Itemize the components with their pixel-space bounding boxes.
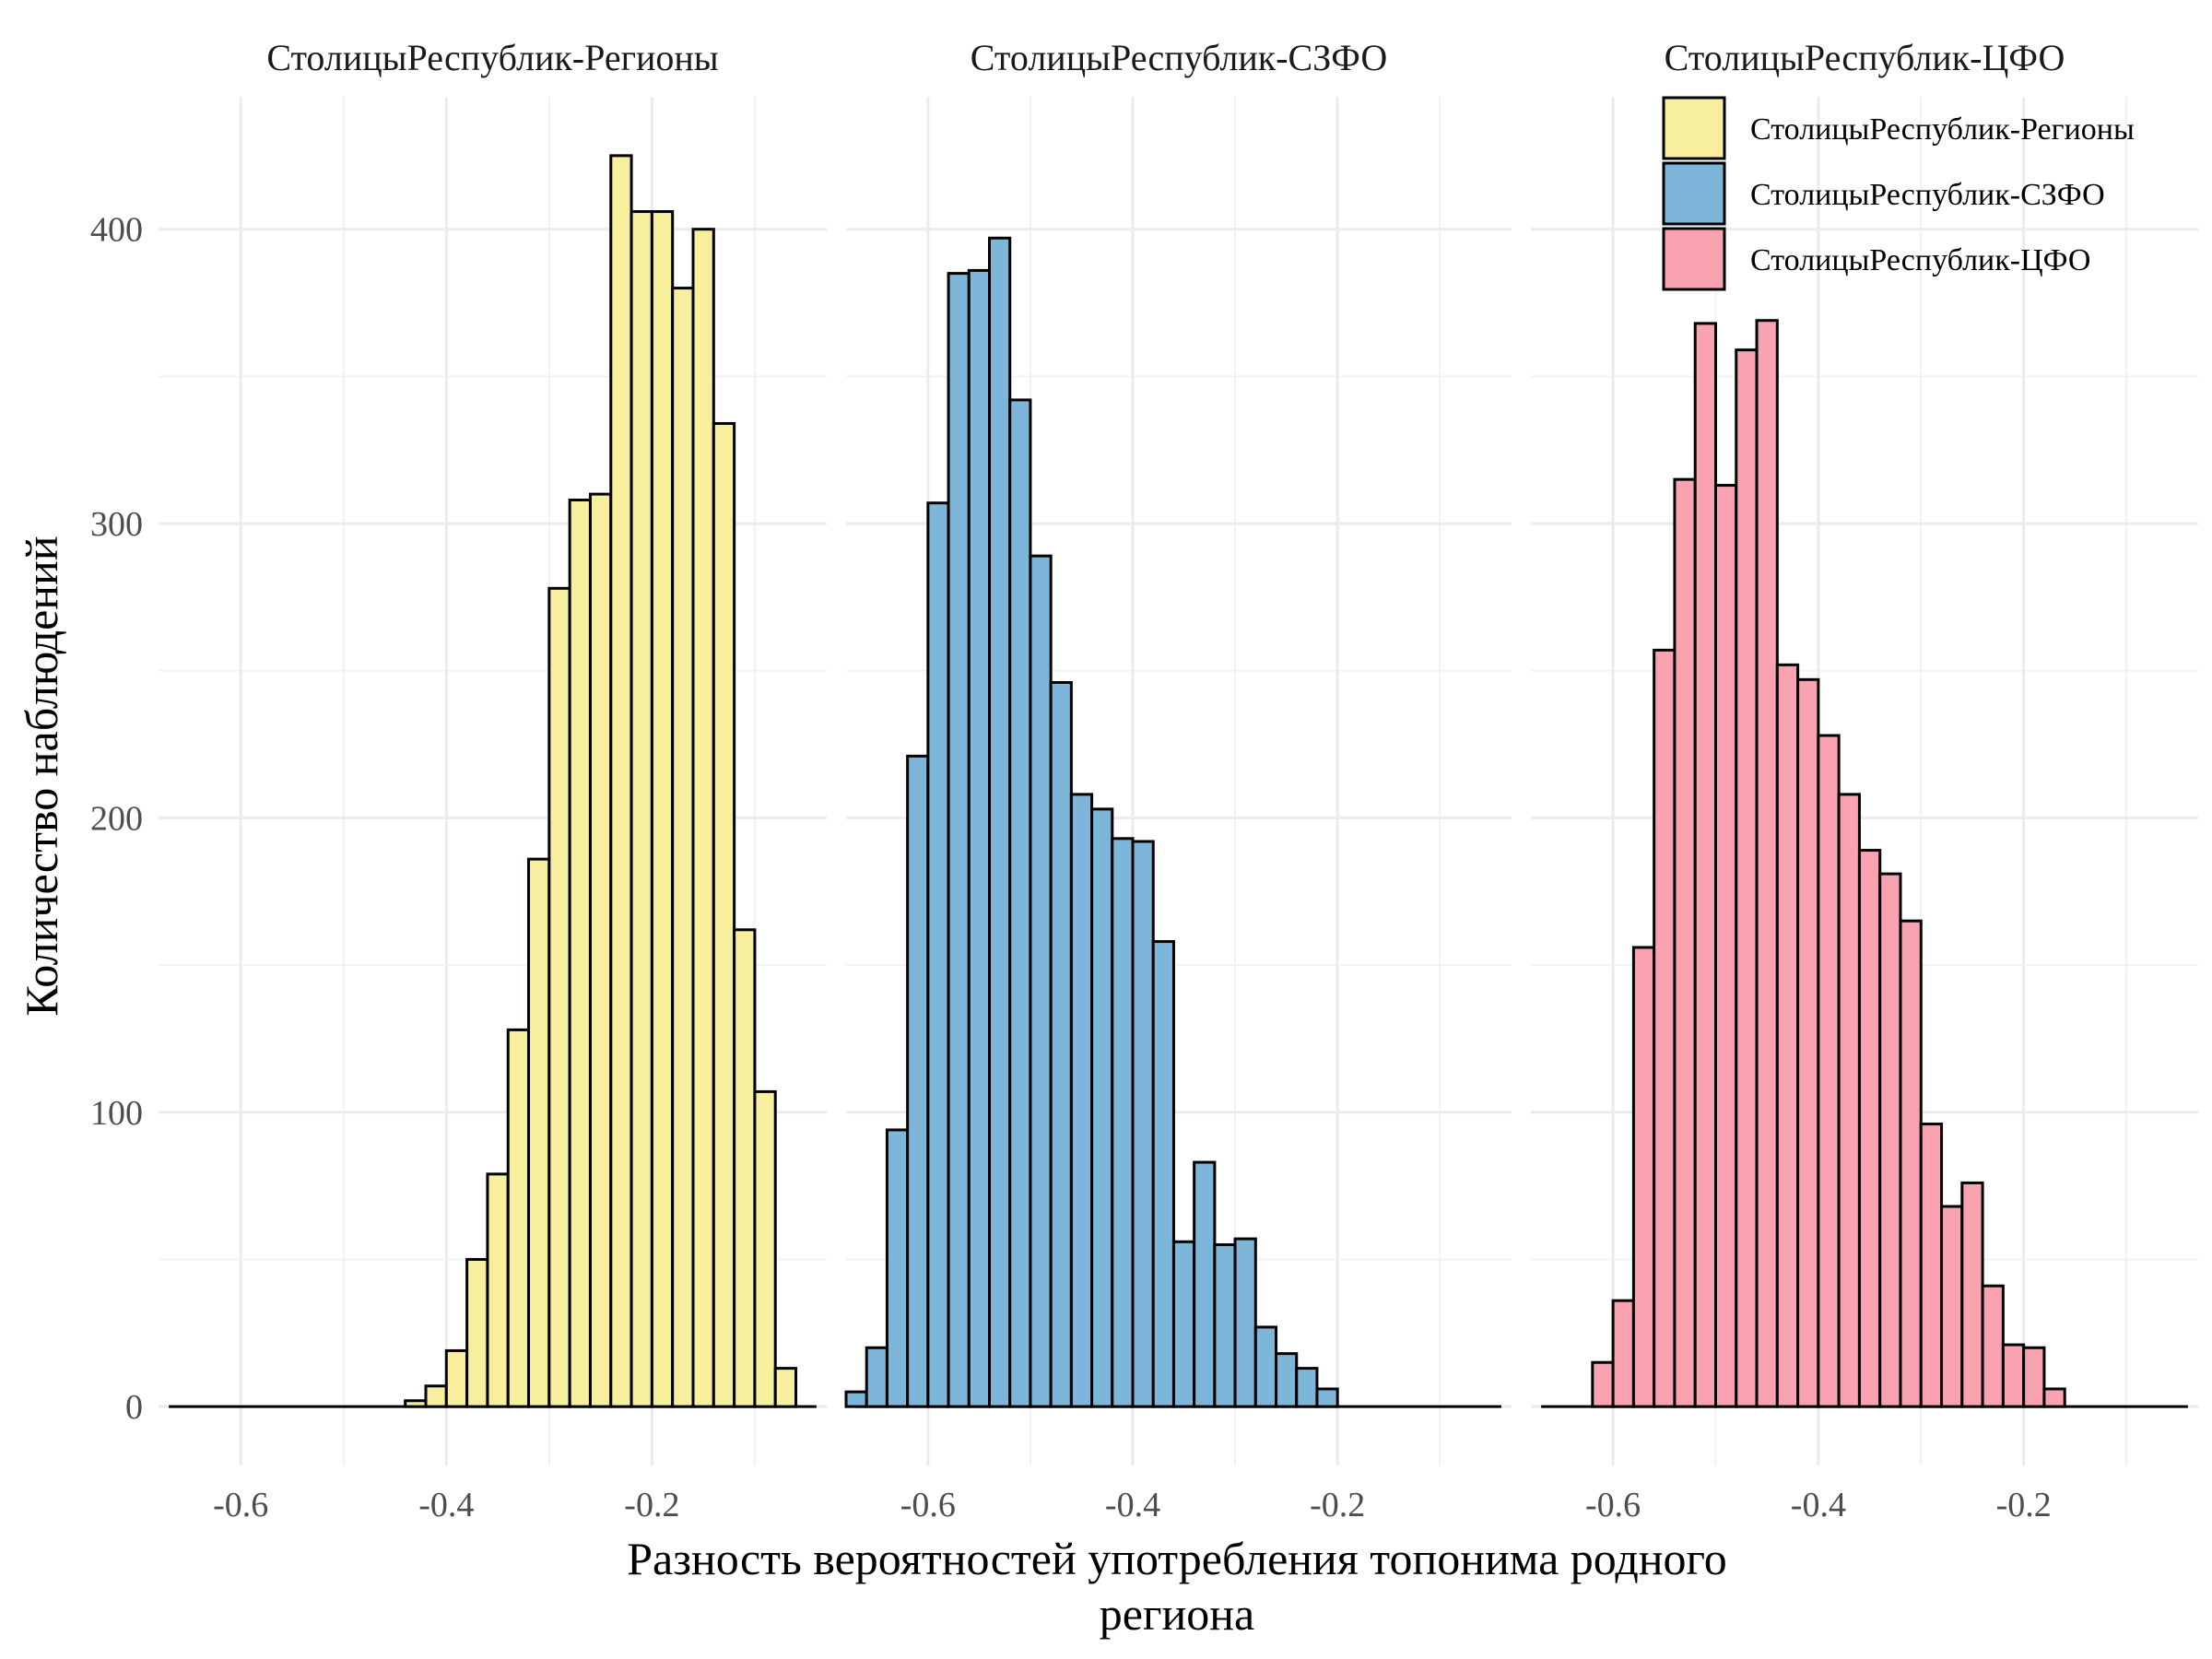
y-tick-label: 300 [90, 505, 143, 544]
x-tick-label: -0.4 [1791, 1486, 1846, 1524]
y-tick-label: 100 [90, 1094, 143, 1133]
histogram-bar [1591, 1360, 1615, 1408]
x-tick-label: -0.6 [1585, 1486, 1641, 1524]
histogram-bar [486, 1172, 510, 1408]
histogram-bar [1940, 1205, 1964, 1408]
histogram-bar [1151, 940, 1175, 1408]
histogram-bar [465, 1257, 489, 1408]
histogram-bar [588, 492, 613, 1408]
histogram-bar [1653, 648, 1677, 1408]
histogram-bar [1295, 1367, 1319, 1408]
histogram-bar [2042, 1387, 2066, 1408]
x-tick-label: -0.4 [1105, 1486, 1160, 1524]
y-tick-label: 200 [90, 799, 143, 838]
x-tick-label: -0.4 [418, 1486, 474, 1524]
y-tick-label: 0 [125, 1388, 143, 1427]
histogram-bar [1796, 677, 1820, 1408]
histogram-bar [926, 501, 950, 1408]
facet-panel: -0.6 -0.4 -0.2 СтолицыРеспублик-Регионы [159, 37, 827, 1524]
x-tick-label: -0.2 [1310, 1486, 1365, 1524]
histogram-bar [1275, 1352, 1299, 1408]
histogram-bar [1960, 1181, 1984, 1408]
histogram-bar [865, 1346, 888, 1408]
x-axis-title-line-1: Разность вероятностей употребления топон… [627, 1533, 1727, 1584]
histogram-bar [1713, 484, 1738, 1408]
legend-key [1662, 161, 1726, 226]
histogram-bar [1090, 807, 1114, 1408]
histogram-bar [547, 586, 571, 1408]
histogram-bar [506, 1028, 531, 1408]
histogram-bar [2022, 1346, 2046, 1408]
histogram-bar [404, 1399, 428, 1408]
histogram-bar [1735, 348, 1759, 1408]
histogram-bar [1899, 919, 1923, 1408]
histogram-bar [1008, 398, 1032, 1408]
histogram-bar [691, 228, 715, 1408]
histogram-bar [1775, 663, 1800, 1408]
histogram-bar [773, 1367, 798, 1408]
histogram-bar [1919, 1123, 1944, 1408]
histogram-bar [444, 1348, 469, 1408]
histogram-bar [1171, 1240, 1196, 1408]
histogram-bar [1193, 1160, 1217, 1408]
histogram-bar [967, 268, 992, 1408]
histogram-bar [609, 154, 633, 1408]
histogram-bar [712, 421, 736, 1408]
histogram-bar [1817, 734, 1841, 1408]
histogram-bar [1693, 322, 1717, 1408]
histogram-bar [671, 287, 695, 1408]
histogram-bar [733, 928, 757, 1408]
legend-label: СтолицыРеспублик-ЦФО [1750, 243, 2090, 277]
histogram-bar [1233, 1237, 1257, 1408]
histogram-bar [988, 236, 1012, 1408]
histogram-bar [1631, 946, 1656, 1408]
histogram-bar [885, 1128, 910, 1408]
histogram-bar [1611, 1299, 1635, 1408]
histogram-bar [1837, 793, 1861, 1408]
legend-key [1662, 227, 1726, 291]
histogram-bar [629, 210, 653, 1408]
y-axis-title: Количество наблюдений [16, 535, 67, 1016]
x-tick-label: -0.2 [1996, 1486, 2052, 1524]
facet-panel: -0.6 -0.4 -0.2 СтолицыРеспублик-СЗФО [844, 37, 1512, 1524]
histogram-bar [1253, 1325, 1278, 1408]
histogram-bar [1857, 849, 1882, 1408]
histogram-bar [527, 857, 551, 1408]
legend-label: СтолицыРеспублик-Регионы [1750, 112, 2135, 147]
facet-title: СтолицыРеспублик-СЗФО [971, 37, 1388, 78]
histogram-bar [1213, 1242, 1237, 1408]
histogram-bar [1315, 1387, 1339, 1408]
histogram-bar [650, 210, 675, 1408]
histogram-bar [568, 499, 592, 1408]
histogram-bar [2001, 1343, 2026, 1408]
histogram-bar [424, 1384, 448, 1408]
x-tick-label: -0.2 [624, 1486, 679, 1524]
facet-title: СтолицыРеспублик-ЦФО [1665, 37, 2065, 78]
legend-label: СтолицыРеспублик-СЗФО [1750, 178, 2105, 212]
facet-panel: -0.6 -0.4 -0.2 СтолицыРеспублик-ЦФО [1531, 37, 2198, 1524]
histogram-bar [1131, 840, 1155, 1408]
facet-title: СтолицыРеспублик-Регионы [266, 37, 718, 78]
histogram-bar [947, 272, 971, 1408]
histogram-bar [844, 1390, 868, 1408]
x-tick-label: -0.6 [900, 1486, 956, 1524]
y-tick-label: 400 [90, 211, 143, 250]
histogram-bar [1029, 554, 1053, 1408]
y-axis: 0 100 200 300 400 [90, 211, 143, 1427]
histogram-bar [1981, 1284, 2005, 1408]
histogram-bar [1069, 793, 1094, 1408]
histogram-bar [1673, 477, 1697, 1408]
histogram-bar [906, 754, 930, 1408]
histogram-bar [1878, 872, 1902, 1408]
histogram-bar [1049, 681, 1073, 1408]
histogram-bar [1755, 319, 1779, 1408]
x-axis-title-line-2: региона [1100, 1588, 1254, 1640]
x-tick-label: -0.6 [213, 1486, 268, 1524]
legend-key [1662, 96, 1726, 160]
histogram-bar [753, 1089, 777, 1408]
panels-layer: -0.6 -0.4 -0.2СтолицыРеспублик-Регионы-0.6… [159, 37, 2198, 1524]
histogram-bar [1111, 837, 1135, 1408]
legend: СтолицыРеспублик-Регионы СтолицыРеспублик… [1662, 96, 2135, 291]
